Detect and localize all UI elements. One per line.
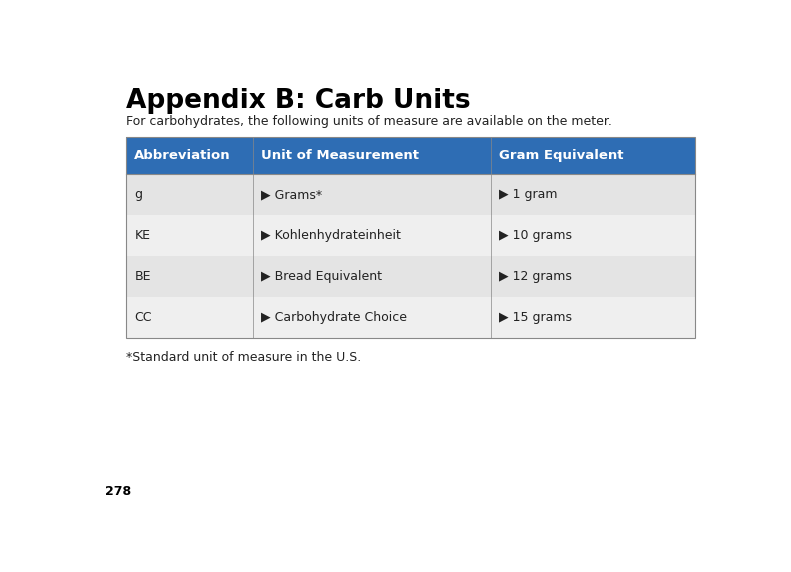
Text: ▶ Grams*: ▶ Grams*: [260, 188, 322, 201]
Text: Gram Equivalent: Gram Equivalent: [499, 149, 624, 162]
Bar: [127, 215, 694, 256]
Bar: [127, 137, 694, 174]
Text: g: g: [134, 188, 142, 201]
Text: *Standard unit of measure in the U.S.: *Standard unit of measure in the U.S.: [127, 351, 361, 364]
Bar: [127, 256, 694, 297]
Bar: [127, 297, 694, 338]
Text: ▶ Kohlenhydrateinheit: ▶ Kohlenhydrateinheit: [260, 229, 400, 243]
Text: 278: 278: [105, 485, 131, 498]
Text: KE: KE: [134, 229, 150, 243]
Text: BE: BE: [134, 270, 151, 283]
Text: Appendix B: Carb Units: Appendix B: Carb Units: [127, 89, 471, 114]
Text: ▶ Carbohydrate Choice: ▶ Carbohydrate Choice: [260, 311, 407, 324]
Text: CC: CC: [134, 311, 152, 324]
Text: Abbreviation: Abbreviation: [134, 149, 231, 162]
Text: ▶ 10 grams: ▶ 10 grams: [499, 229, 572, 243]
Text: ▶ Bread Equivalent: ▶ Bread Equivalent: [260, 270, 381, 283]
Bar: [127, 174, 694, 215]
Text: ▶ 15 grams: ▶ 15 grams: [499, 311, 572, 324]
Text: ▶ 1 gram: ▶ 1 gram: [499, 188, 558, 201]
Text: For carbohydrates, the following units of measure are available on the meter.: For carbohydrates, the following units o…: [127, 115, 612, 128]
Text: ▶ 12 grams: ▶ 12 grams: [499, 270, 572, 283]
Bar: [127, 137, 694, 338]
Text: Unit of Measurement: Unit of Measurement: [260, 149, 418, 162]
